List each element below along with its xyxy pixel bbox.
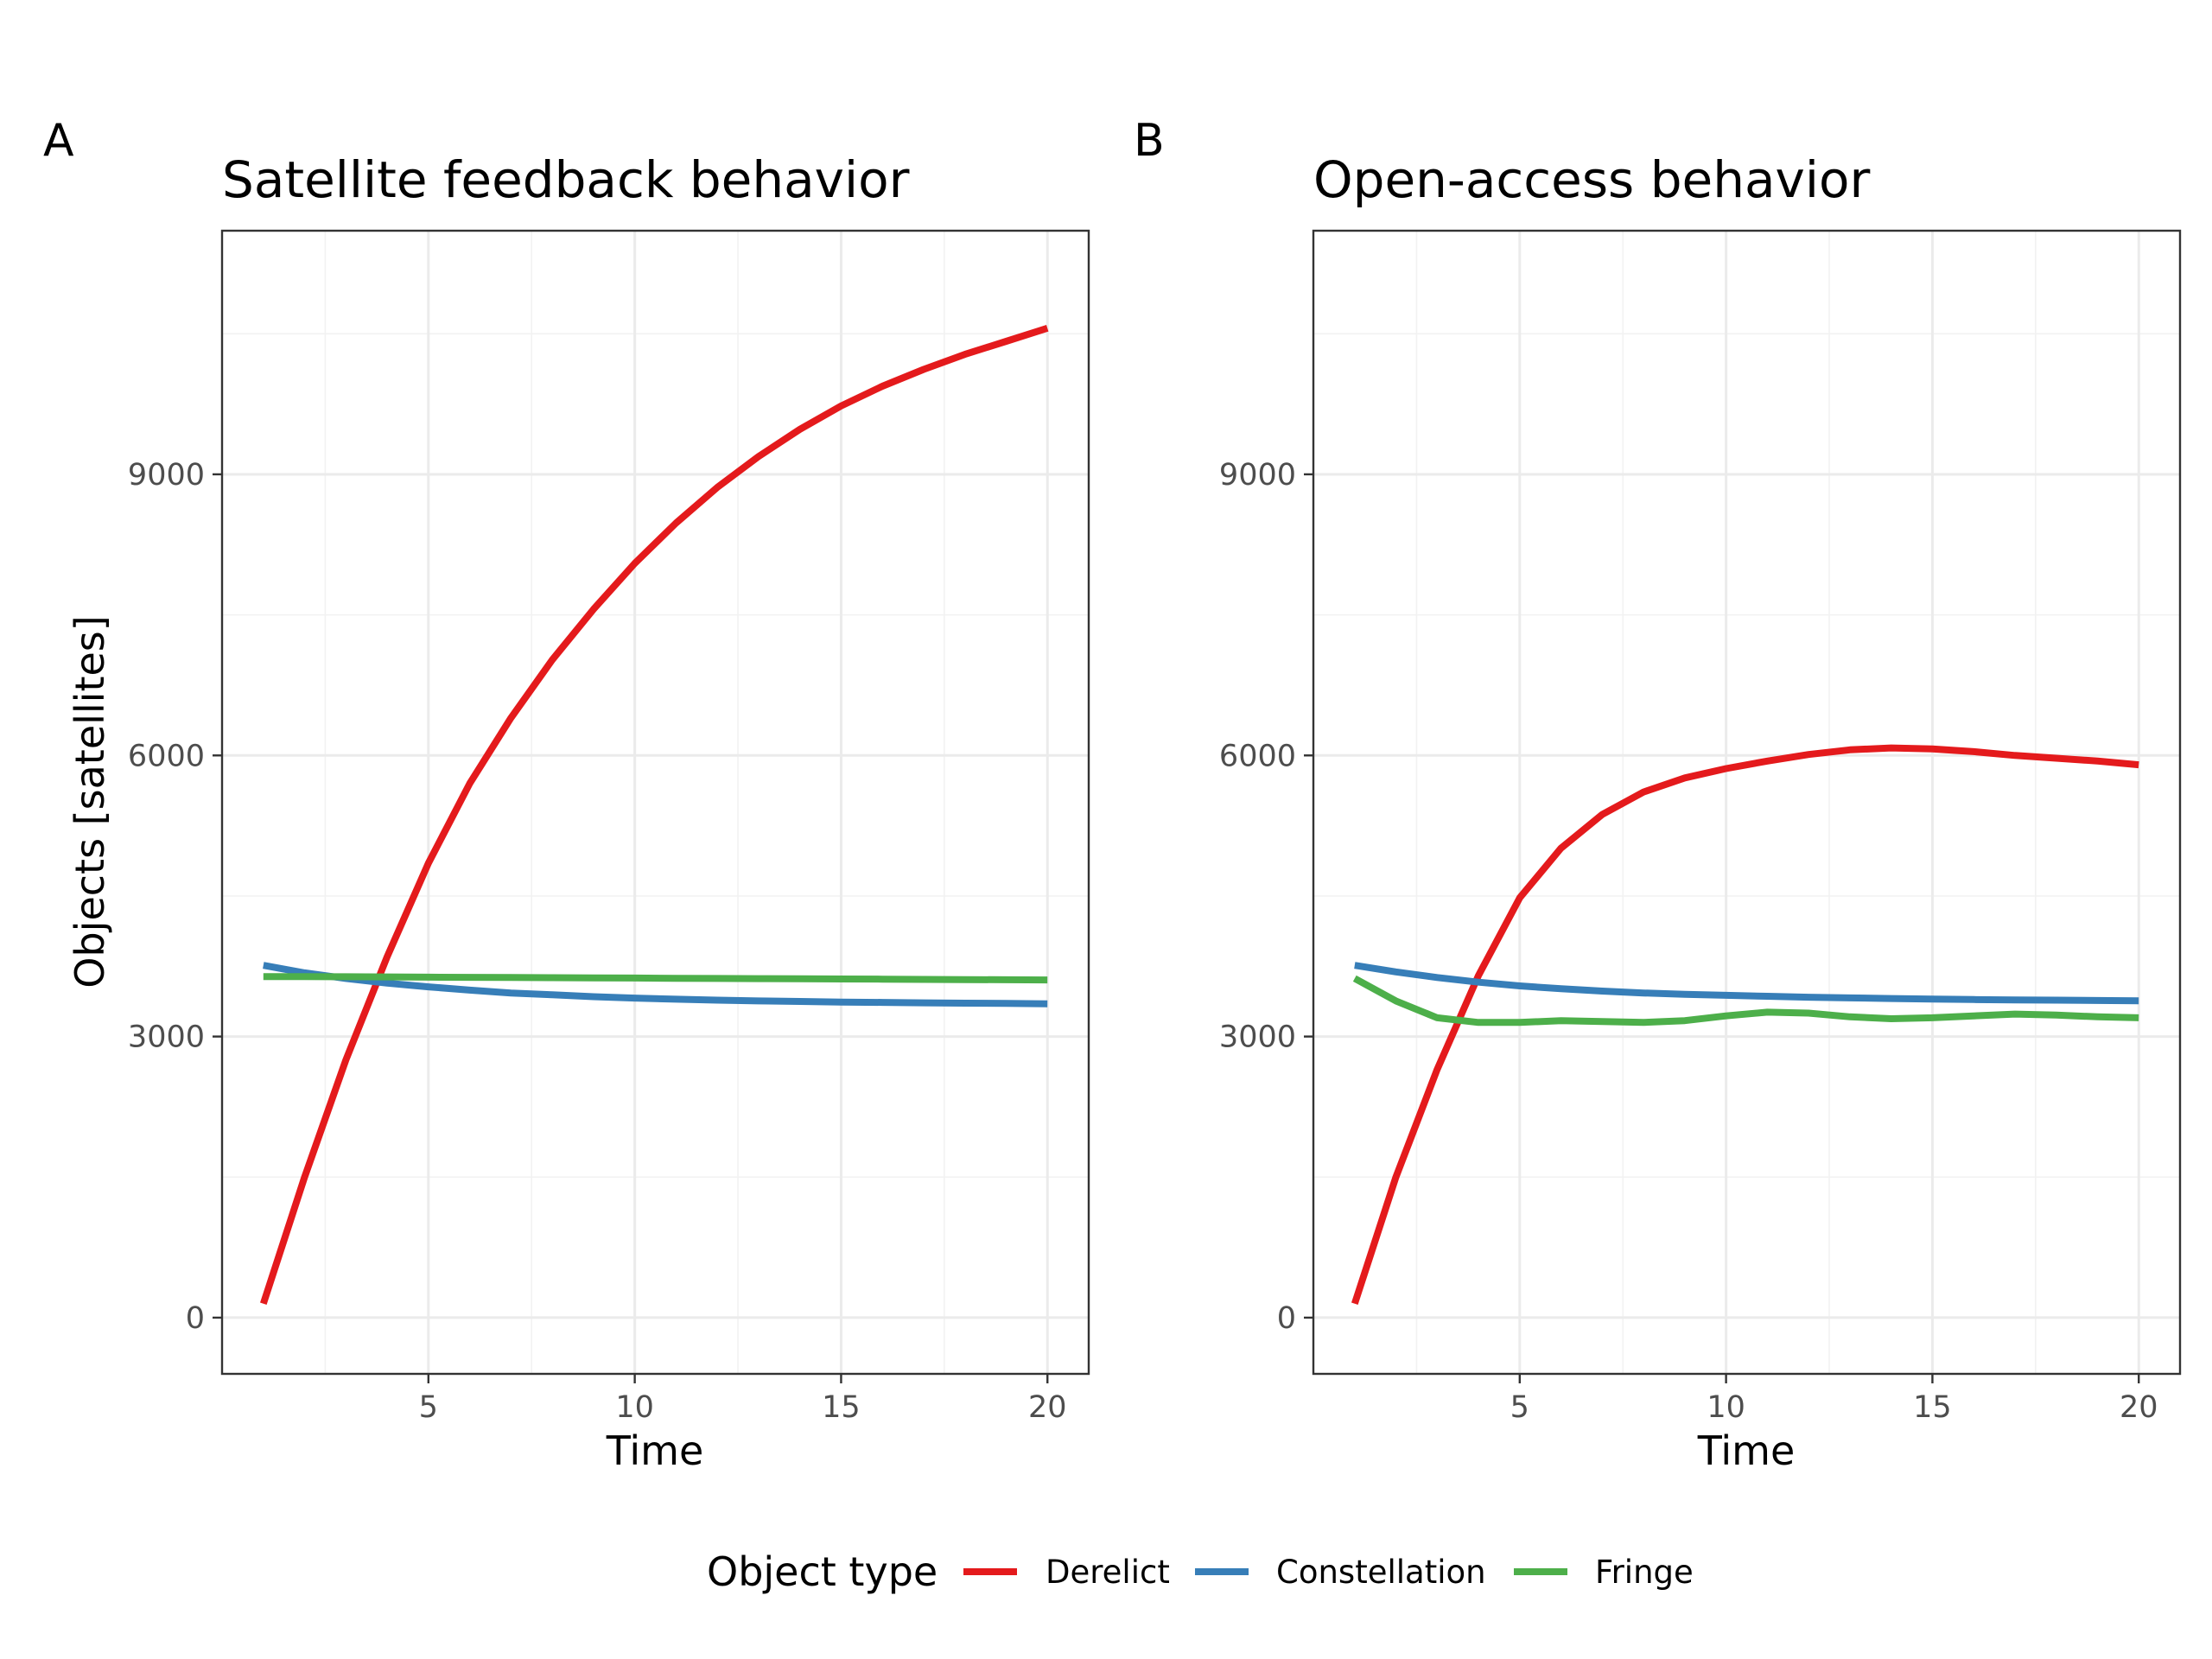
panel-a-series — [259, 324, 1049, 1305]
y-tick-label: 3000 — [128, 1020, 205, 1055]
x-tick-label: 15 — [1913, 1390, 1952, 1425]
series-line-derelict-panel-b — [1351, 744, 2139, 1305]
panel-a-y-axis-title: Objects [satellites] — [67, 615, 113, 988]
panel-b-ticks: 5 10 15 20 0 3000 6000 9000 — [1219, 458, 2158, 1425]
panel-b: B Open-access behavior 5 10 15 20 0 3000 6000 9… — [1134, 115, 2182, 1474]
x-tick-label: 15 — [822, 1390, 861, 1425]
series-line-fringe-panel-b — [1352, 975, 2139, 1027]
panel-a-frame — [220, 229, 1090, 1376]
panel-a-x-axis-title: Time — [606, 1427, 704, 1474]
y-tick-label: 3000 — [1219, 1020, 1296, 1055]
legend-label-constellation: Constellation — [1276, 1554, 1486, 1591]
series-line-derelict-panel-a — [259, 324, 1049, 1305]
x-tick-label: 20 — [2120, 1390, 2158, 1425]
panel-b-frame — [1312, 229, 2182, 1376]
panel-b-tag: B — [1134, 115, 1165, 167]
x-tick-label: 10 — [1707, 1390, 1745, 1425]
y-tick-label: 9000 — [128, 458, 205, 493]
legend-label-fringe: Fringe — [1595, 1554, 1694, 1591]
y-tick-label: 6000 — [1219, 739, 1296, 773]
panel-b-x-axis-title: Time — [1697, 1427, 1796, 1474]
panel-b-series — [1351, 744, 2139, 1305]
series-line-constellation-panel-a — [263, 962, 1048, 1007]
y-tick-label: 0 — [186, 1301, 205, 1336]
legend-label-derelict: Derelict — [1046, 1554, 1170, 1591]
x-tick-label: 5 — [1510, 1390, 1529, 1425]
panel-a-ticks: 5 10 15 20 0 3000 6000 9000 — [128, 458, 1067, 1425]
panel-a-title: Satellite feedback behavior — [222, 150, 910, 209]
x-tick-label: 5 — [419, 1390, 438, 1425]
x-tick-label: 10 — [615, 1390, 654, 1425]
x-tick-label: 20 — [1028, 1390, 1067, 1425]
y-tick-label: 6000 — [128, 739, 205, 773]
series-line-constellation-panel-b — [1354, 962, 2139, 1005]
panel-a: A Satellite feedback behavior 5 10 15 20 0 30… — [43, 115, 1090, 1474]
panel-b-grid — [1313, 231, 2180, 1374]
y-tick-label: 9000 — [1219, 458, 1296, 493]
series-line-fringe-panel-a — [263, 973, 1048, 984]
legend: Object type Derelict Constellation Fring… — [707, 1548, 1694, 1595]
panel-a-tag: A — [43, 115, 74, 167]
y-tick-label: 0 — [1277, 1301, 1296, 1336]
panel-a-grid — [222, 231, 1089, 1374]
legend-title: Object type — [707, 1548, 938, 1595]
panel-b-title: Open-access behavior — [1313, 150, 1870, 209]
